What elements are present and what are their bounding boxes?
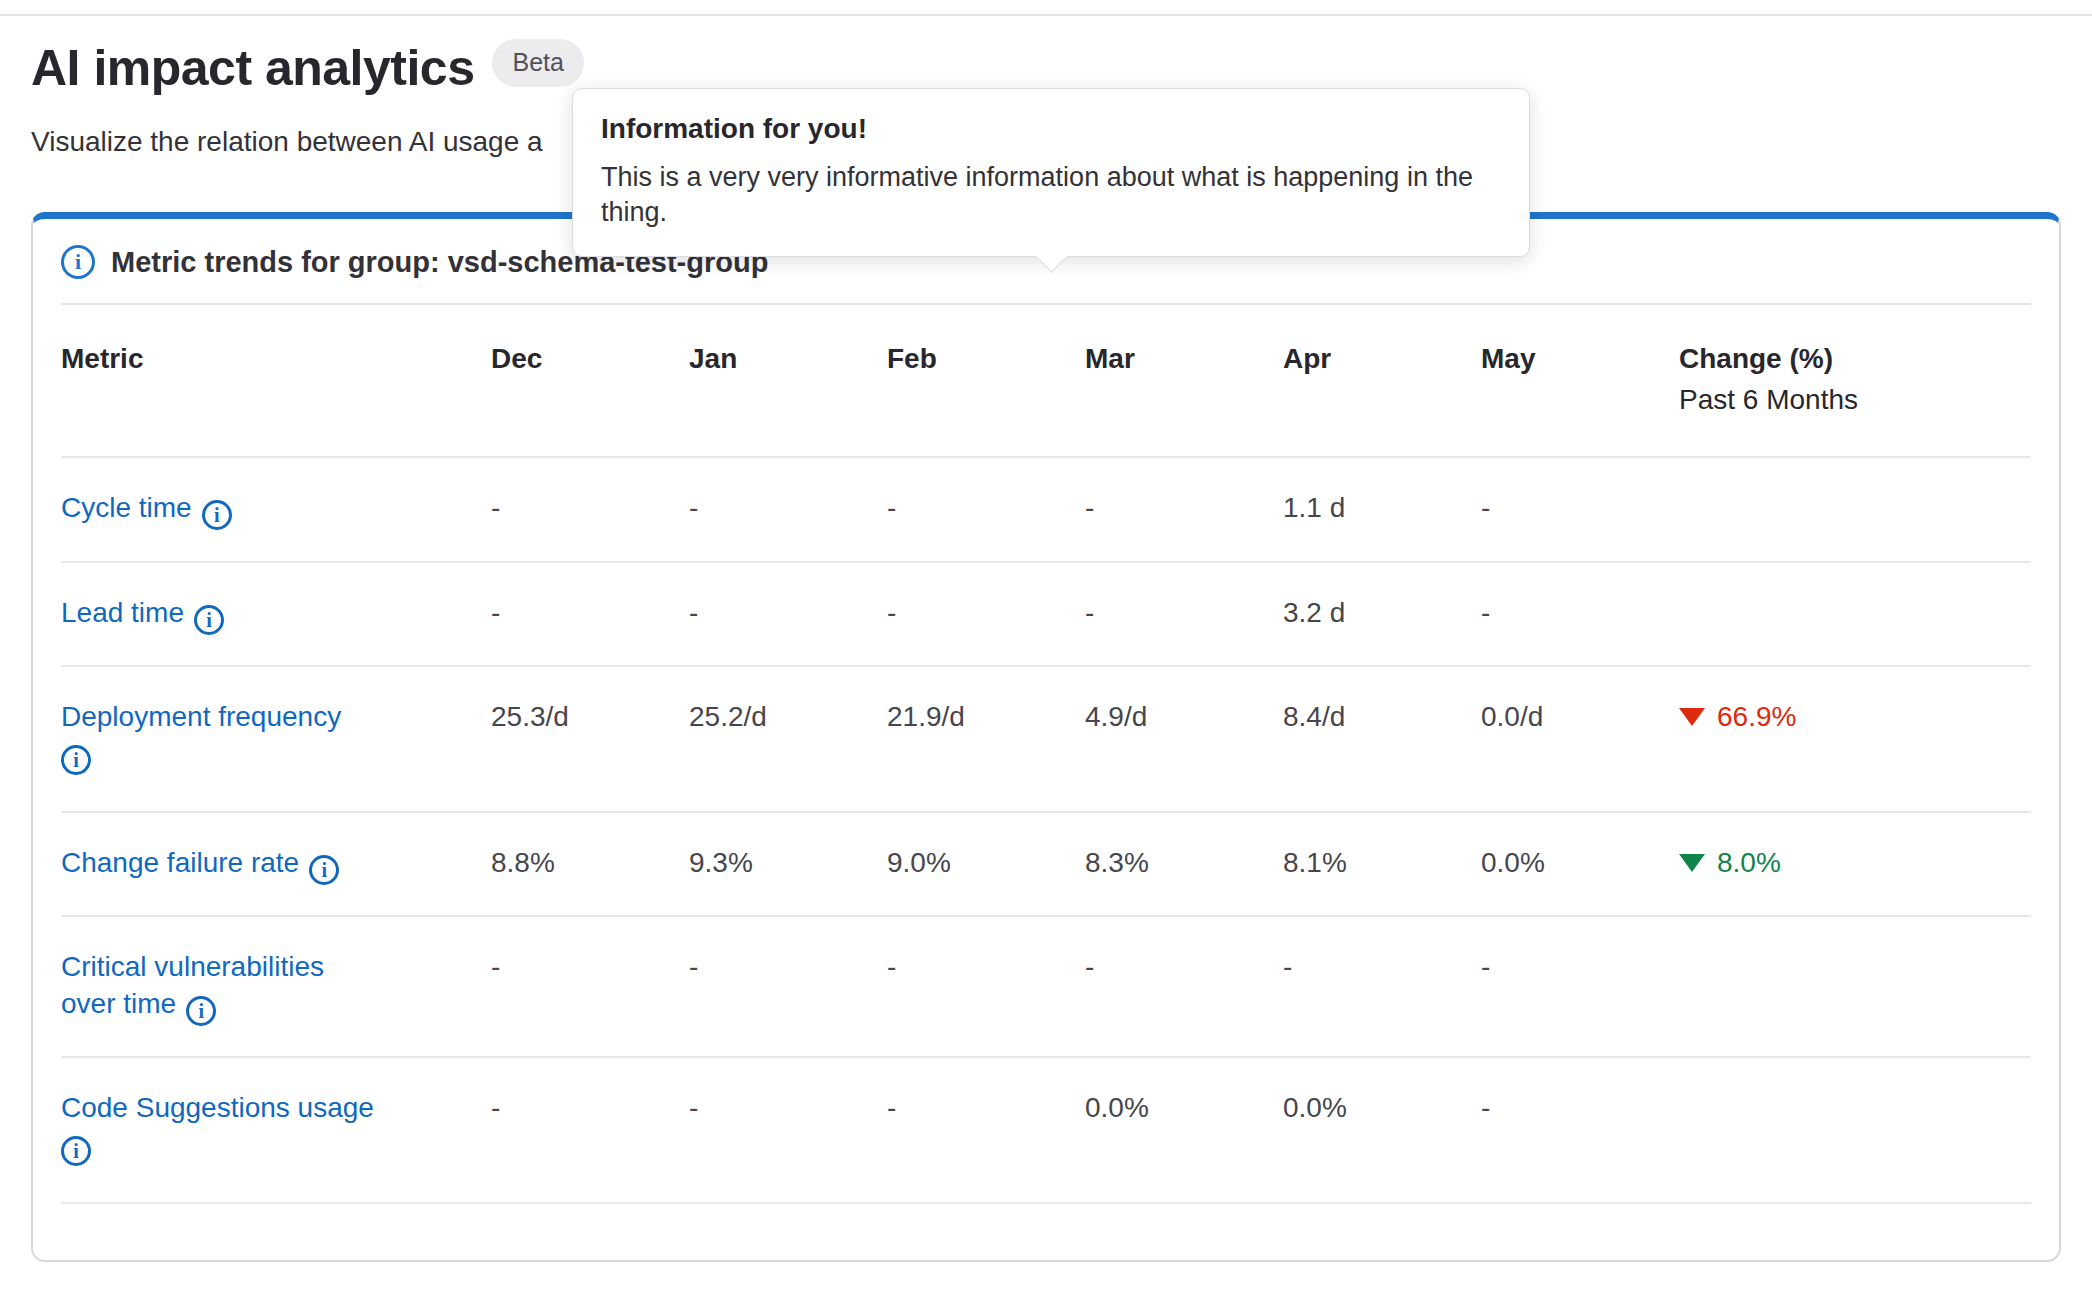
metric-link-deployment-frequency[interactable]: Deployment frequency	[61, 699, 341, 775]
column-header-may: May	[1481, 305, 1679, 457]
column-header-change: Change (%) Past 6 Months	[1679, 305, 2031, 457]
metrics-table: Metric Dec Jan Feb Mar Apr May Change (%…	[61, 305, 2031, 1203]
info-icon[interactable]	[202, 500, 232, 530]
change-cell: 66.9%	[1679, 666, 2031, 812]
table-cell: 0.0%	[1481, 812, 1679, 917]
table-header-row: Metric Dec Jan Feb Mar Apr May Change (%…	[61, 305, 2031, 457]
column-header-metric: Metric	[61, 305, 491, 457]
table-cell: 8.8%	[491, 812, 689, 917]
table-cell: -	[1085, 562, 1283, 666]
metric-link-code-suggestions-usage[interactable]: Code Suggestions usage	[61, 1090, 374, 1166]
page-title: AI impact analytics	[31, 38, 474, 98]
table-cell: -	[1085, 457, 1283, 561]
change-header-line1: Change (%)	[1679, 343, 1833, 374]
table-cell: 9.3%	[689, 812, 887, 917]
metric-link-change-failure-rate[interactable]: Change failure rate	[61, 845, 339, 881]
beta-badge: Beta	[492, 39, 583, 87]
table-cell: 8.1%	[1283, 812, 1481, 917]
change-cell: 8.0%	[1679, 812, 2031, 917]
metric-label: Deployment frequency	[61, 701, 341, 732]
table-cell: -	[689, 916, 887, 1057]
trend-down-icon	[1679, 708, 1705, 726]
table-cell: 0.0%	[1283, 1057, 1481, 1203]
table-cell: -	[491, 1057, 689, 1203]
column-header-feb: Feb	[887, 305, 1085, 457]
table-cell: -	[887, 916, 1085, 1057]
table-cell: -	[1481, 457, 1679, 561]
metric-label: Code Suggestions usage	[61, 1092, 374, 1123]
change-header-line2: Past 6 Months	[1679, 382, 2011, 418]
table-row-code-suggestions-usage: Code Suggestions usage - - - 0.0% 0.0% -	[61, 1057, 2031, 1203]
table-row-critical-vulnerabilities: Critical vulnerabilities over time - - -…	[61, 916, 2031, 1057]
metric-label: Lead time	[61, 597, 184, 628]
info-icon[interactable]	[186, 996, 216, 1026]
info-icon[interactable]	[61, 745, 91, 775]
info-icon[interactable]	[309, 855, 339, 885]
table-row-deployment-frequency: Deployment frequency 25.3/d 25.2/d 21.9/…	[61, 666, 2031, 812]
table-cell: 8.4/d	[1283, 666, 1481, 812]
table-cell: -	[689, 457, 887, 561]
metric-link-critical-vulnerabilities[interactable]: Critical vulnerabilities over time	[61, 949, 324, 1022]
table-cell: -	[1481, 562, 1679, 666]
table-row-lead-time: Lead time - - - - 3.2 d -	[61, 562, 2031, 666]
table-cell: -	[1481, 916, 1679, 1057]
table-cell: 0.0/d	[1481, 666, 1679, 812]
table-cell: 8.3%	[1085, 812, 1283, 917]
table-cell: -	[491, 562, 689, 666]
column-header-jan: Jan	[689, 305, 887, 457]
table-cell: -	[887, 457, 1085, 561]
table-cell: 21.9/d	[887, 666, 1085, 812]
table-cell: -	[1283, 916, 1481, 1057]
metric-link-lead-time[interactable]: Lead time	[61, 595, 224, 631]
column-header-apr: Apr	[1283, 305, 1481, 457]
table-row-change-failure-rate: Change failure rate 8.8% 9.3% 9.0% 8.3% …	[61, 812, 2031, 917]
table-cell: 1.1 d	[1283, 457, 1481, 561]
table-cell: -	[1085, 916, 1283, 1057]
info-icon[interactable]	[194, 605, 224, 635]
tooltip-title: Information for you!	[601, 111, 1501, 146]
table-cell: 3.2 d	[1283, 562, 1481, 666]
column-header-dec: Dec	[491, 305, 689, 457]
table-cell: 9.0%	[887, 812, 1085, 917]
trend-down-icon	[1679, 854, 1705, 872]
metric-label: Change failure rate	[61, 847, 299, 878]
metric-trends-card: Metric trends for group: vsd-schema-test…	[31, 212, 2061, 1261]
table-cell: 0.0%	[1085, 1057, 1283, 1203]
table-cell: -	[491, 457, 689, 561]
metric-link-cycle-time[interactable]: Cycle time	[61, 490, 232, 526]
change-cell	[1679, 457, 2031, 561]
info-icon[interactable]	[61, 245, 95, 279]
info-tooltip: Information for you! This is a very very…	[572, 88, 1530, 257]
change-cell	[1679, 916, 2031, 1057]
column-header-mar: Mar	[1085, 305, 1283, 457]
table-cell: -	[689, 562, 887, 666]
table-cell: 4.9/d	[1085, 666, 1283, 812]
tooltip-body: This is a very very informative informat…	[601, 160, 1501, 230]
page-top-divider	[0, 14, 2092, 16]
table-cell: -	[689, 1057, 887, 1203]
table-cell: -	[491, 916, 689, 1057]
table-row-cycle-time: Cycle time - - - - 1.1 d -	[61, 457, 2031, 561]
table-cell: 25.3/d	[491, 666, 689, 812]
change-cell	[1679, 1057, 2031, 1203]
table-cell: -	[887, 1057, 1085, 1203]
info-icon[interactable]	[61, 1136, 91, 1166]
metric-label: Cycle time	[61, 492, 192, 523]
card-body: Metric trends for group: vsd-schema-test…	[33, 219, 2059, 1259]
change-value: 8.0%	[1717, 845, 1781, 881]
change-value: 66.9%	[1717, 699, 1796, 735]
change-cell	[1679, 562, 2031, 666]
table-cell: -	[887, 562, 1085, 666]
table-cell: -	[1481, 1057, 1679, 1203]
table-cell: 25.2/d	[689, 666, 887, 812]
